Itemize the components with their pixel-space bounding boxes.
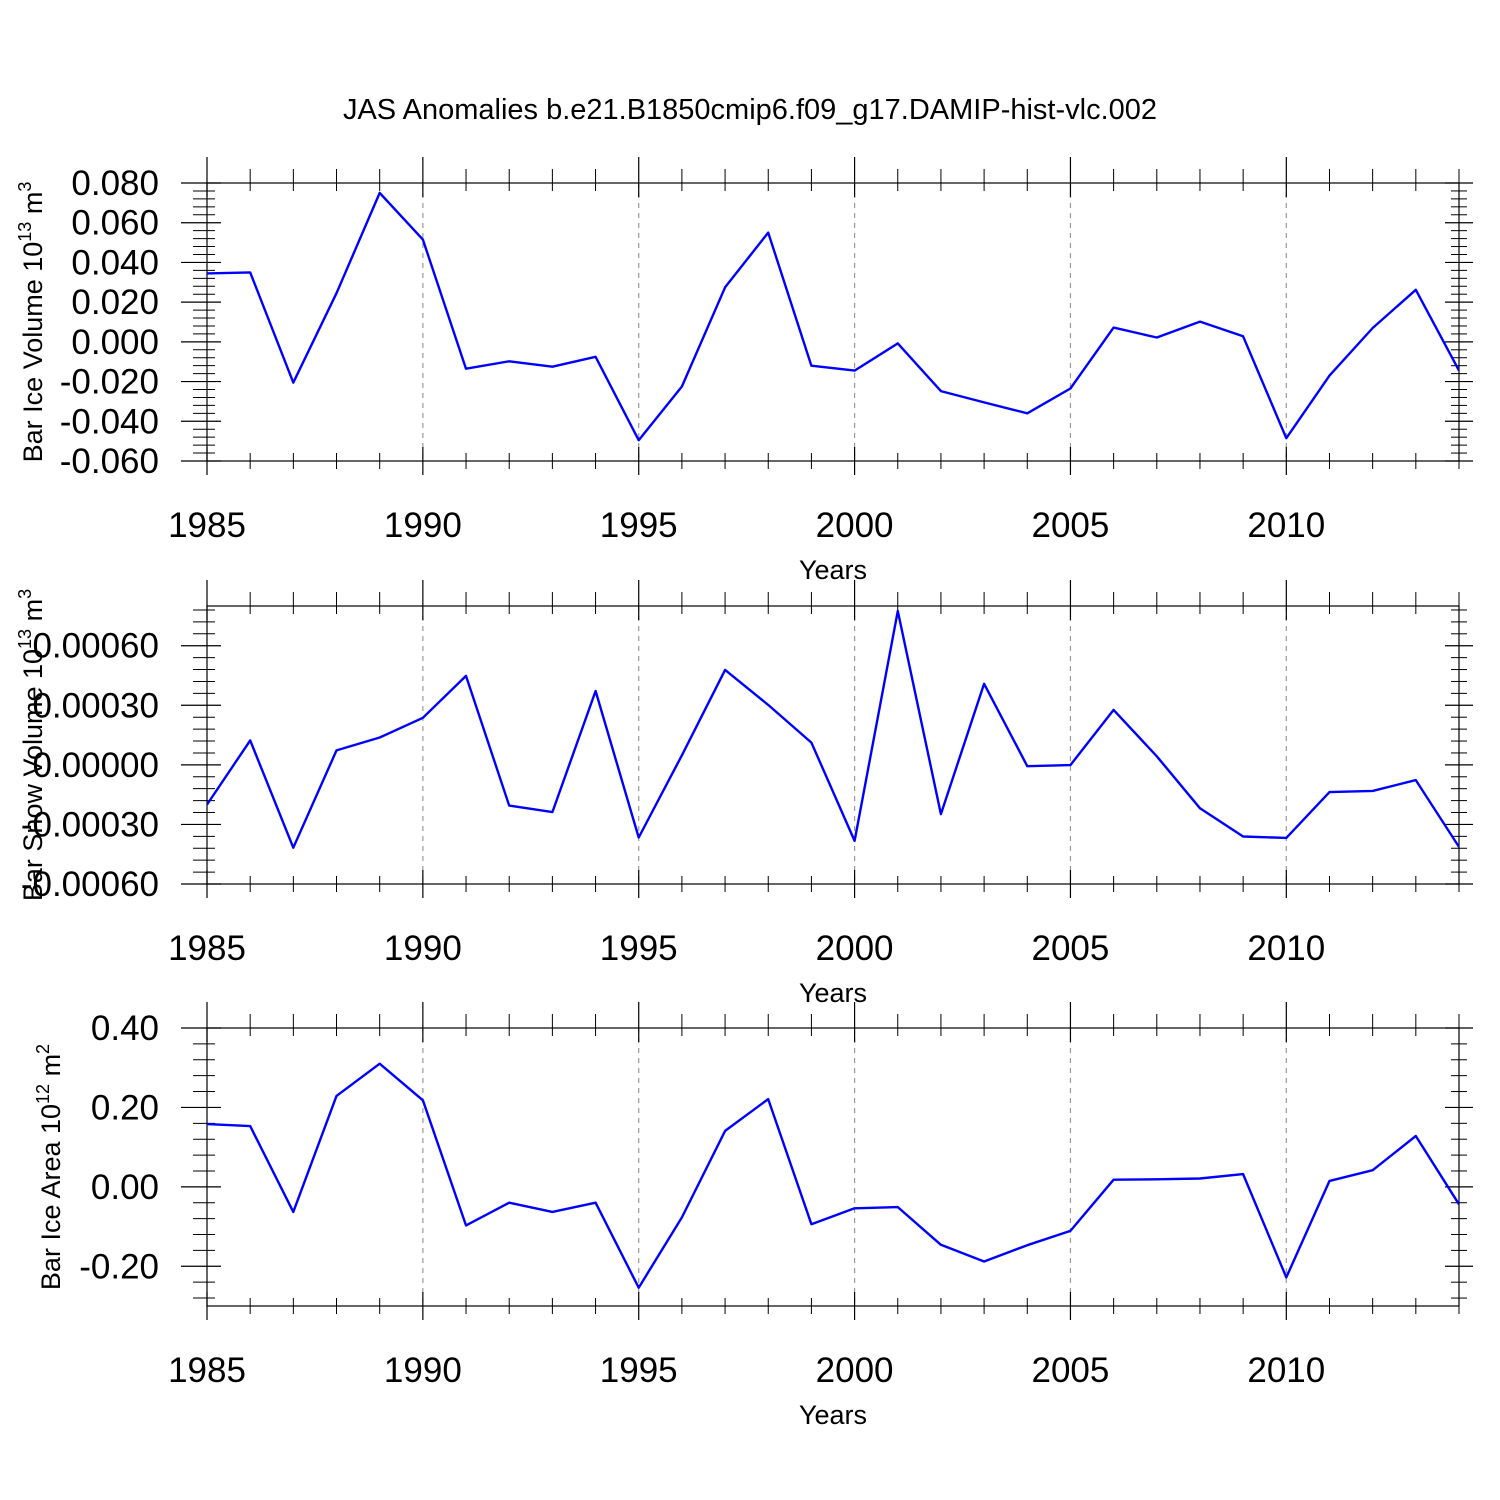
panel-2: 1985 1990 1995 2000 2005 2010 -0.00060 -0.00030… <box>15 580 1473 1008</box>
y-tick-label: 0.00030 <box>32 686 159 725</box>
y-tick-label: -0.040 <box>60 402 159 441</box>
x-tick-label: 1985 <box>168 506 246 545</box>
x-tick-label: 2005 <box>1032 1351 1110 1390</box>
x-tick-label: 1990 <box>384 506 462 545</box>
y-tick-label: 0.40 <box>91 1009 159 1048</box>
y-tick-label: 0.00 <box>91 1168 159 1207</box>
y-tick-label: 0.00000 <box>32 746 159 785</box>
y-axis-label-main: Bar Ice Area 10 <box>36 1104 66 1290</box>
x-tick-label: 2010 <box>1247 929 1325 968</box>
x-axis-label: Years <box>799 1400 867 1430</box>
y-tick-label: 0.080 <box>71 164 159 203</box>
plot-frame <box>206 605 1460 885</box>
y-tick-label: -0.060 <box>60 442 159 481</box>
x-tick-label: 1985 <box>168 1351 246 1390</box>
y-tick-label: 0.00060 <box>32 627 159 666</box>
y-axis-label-unit: m <box>36 1054 66 1084</box>
series-line <box>207 191 1459 442</box>
series-line <box>207 1062 1459 1289</box>
y-tick-label: -0.00060 <box>21 865 159 904</box>
panels: 1985 1990 1995 2000 2005 2010-0.060-0.040-0.0… <box>15 157 1473 1430</box>
x-tick-label: 1995 <box>600 929 678 968</box>
y-tick-label: 0.040 <box>71 243 159 282</box>
x-tick-label: 1990 <box>384 929 462 968</box>
y-axis-label: Bar Snow Volume 1013 m3 <box>15 589 48 901</box>
x-tick-label: 2010 <box>1247 1351 1325 1390</box>
x-tick-label: 2005 <box>1032 506 1110 545</box>
y-tick-label: -0.020 <box>60 363 159 402</box>
x-tick-label: 1985 <box>168 929 246 968</box>
panel-1: 1985 1990 1995 2000 2005 2010 -0.060-0.040-0.0… <box>15 157 1473 585</box>
y-axis-label-main: Bar Snow Volume 10 <box>18 649 48 901</box>
y-axis-label-main: Bar Ice Volume 10 <box>18 242 48 463</box>
x-tick-label: 1995 <box>600 506 678 545</box>
y-tick-label: 0.20 <box>91 1088 159 1127</box>
x-axis-label: Years <box>799 555 867 585</box>
y-tick-label: -0.20 <box>79 1247 159 1286</box>
x-tick-label: 1995 <box>600 1351 678 1390</box>
y-axis-label: Bar Ice Area 1012 m2 <box>33 1044 66 1290</box>
y-axis-label-unit-exponent: 3 <box>15 589 35 599</box>
x-tick-label: 2000 <box>816 929 894 968</box>
plot-frame <box>206 1027 1460 1307</box>
x-tick-label: 2010 <box>1247 506 1325 545</box>
y-tick-label: 0.020 <box>71 283 159 322</box>
y-axis-label-unit: m <box>18 599 48 629</box>
y-axis-label-unit: m <box>18 192 48 222</box>
x-tick-label: 2005 <box>1032 929 1110 968</box>
y-tick-label: 0.060 <box>71 204 159 243</box>
figure-title: JAS Anomalies b.e21.B1850cmip6.f09_g17.D… <box>343 94 1157 126</box>
y-axis-label-exponent: 12 <box>33 1084 53 1104</box>
plot-frame <box>206 182 1460 462</box>
y-axis-label-unit-exponent: 2 <box>33 1044 53 1054</box>
x-tick-label: 1990 <box>384 1351 462 1390</box>
y-axis-label-exponent: 13 <box>15 629 35 649</box>
y-tick-label: -0.00030 <box>21 805 159 844</box>
y-axis-label-unit-exponent: 3 <box>15 182 35 192</box>
x-tick-label: 2000 <box>816 1351 894 1390</box>
panel-3: 1985 1990 1995 2000 2005 2010 -0.20 0.00 0.20 0.4… <box>33 1002 1473 1430</box>
x-axis-label: Years <box>799 978 867 1008</box>
y-axis-label-exponent: 13 <box>15 222 35 242</box>
y-axis-label: Bar Ice Volume 1013 m3 <box>15 182 48 463</box>
x-tick-label: 2000 <box>816 506 894 545</box>
series-line <box>207 609 1459 849</box>
y-tick-label: 0.000 <box>71 323 159 362</box>
